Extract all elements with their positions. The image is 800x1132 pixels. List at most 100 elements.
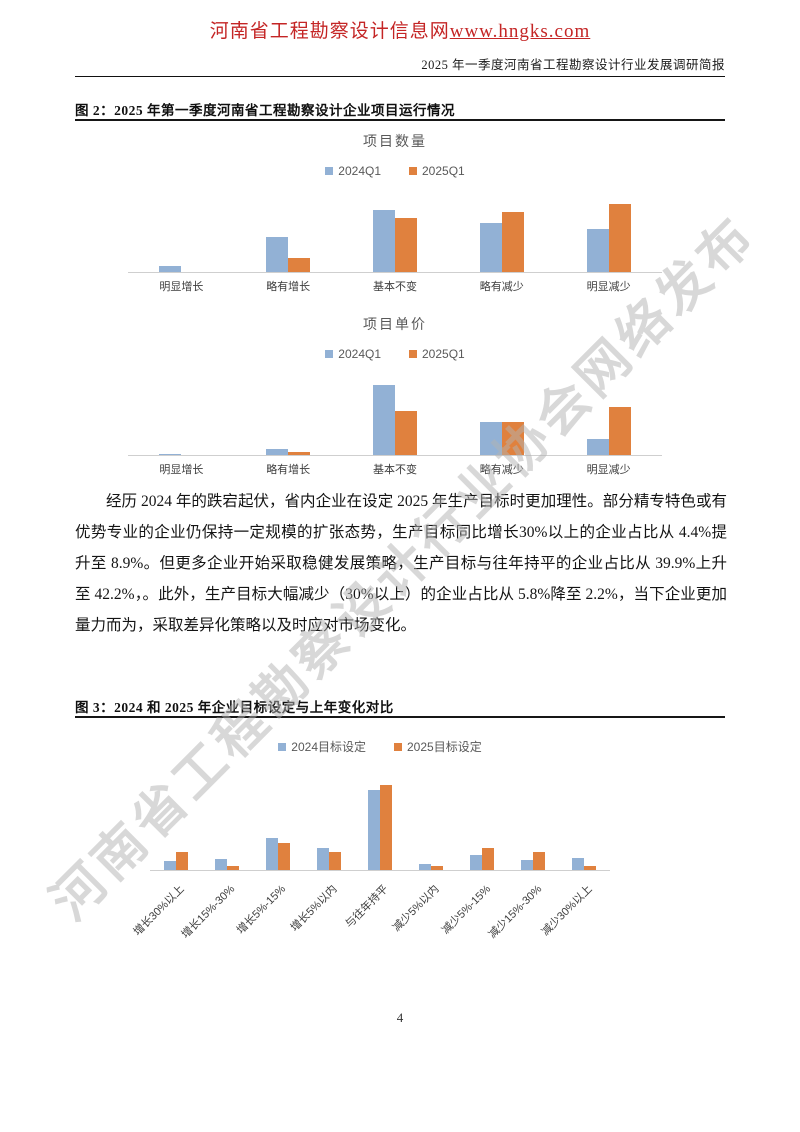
- bar: [367, 789, 380, 870]
- plot-area: [128, 204, 662, 273]
- chart-title: 项目数量: [363, 133, 427, 149]
- bar-group: [448, 211, 555, 272]
- bar: [159, 453, 182, 455]
- bar: [372, 209, 395, 272]
- chart-legend: 2024目标设定 2025目标设定: [150, 738, 610, 755]
- legend-swatch-icon: [409, 350, 417, 358]
- bar: [479, 223, 502, 272]
- category-label: 略有增长: [266, 281, 311, 293]
- bar: [175, 852, 188, 870]
- bar: [470, 854, 483, 870]
- site-url-link[interactable]: www.hngks.com: [449, 21, 591, 42]
- bar: [266, 237, 289, 272]
- legend-label: 2025Q1: [422, 164, 465, 178]
- category-label-cell: 明显增长: [128, 456, 235, 477]
- category-label-cell: 略有减少: [448, 456, 555, 477]
- chart-title: 项目单价: [363, 316, 427, 332]
- category-label-cell: 略有减少: [448, 273, 555, 294]
- legend-swatch-icon: [325, 350, 334, 358]
- bar: [584, 865, 597, 870]
- category-label: 明显增长: [159, 281, 204, 293]
- category-label-cell: 减少30%以上: [540, 871, 610, 953]
- legend-swatch-icon: [325, 167, 334, 175]
- category-label-cell: 减少5%-15%: [439, 871, 508, 953]
- bar: [379, 785, 392, 870]
- category-label-cell: 明显减少: [555, 456, 662, 477]
- bar: [521, 860, 534, 870]
- bar-group: [150, 852, 201, 870]
- bar: [479, 421, 502, 455]
- figure2-divider: [75, 119, 725, 121]
- figure2-caption: 图 2：2025 年第一季度河南省工程勘察设计企业项目运行情况: [75, 103, 455, 118]
- legend-item: 2025Q1: [409, 347, 465, 361]
- category-label: 基本不变: [372, 464, 417, 476]
- category-label-cell: 增长5%-15%: [235, 871, 303, 953]
- bar-group: [457, 847, 508, 870]
- bar: [288, 451, 311, 455]
- report-subtitle: 2025 年一季度河南省工程勘察设计行业发展调研简报: [421, 58, 725, 72]
- bar: [159, 266, 182, 272]
- bar: [501, 211, 524, 272]
- page-number: 4: [396, 1010, 404, 1025]
- legend-item: 2024Q1: [325, 347, 381, 361]
- legend-item: 2024Q1: [325, 164, 381, 178]
- category-label-cell: 略有增长: [235, 273, 342, 294]
- legend-swatch-icon: [278, 742, 287, 751]
- chart-target-setting-comparison: 2024目标设定 2025目标设定 增长30%以上 增长15%-30% 增长5%-15…: [131, 738, 610, 953]
- bar-group: [559, 858, 610, 870]
- bar: [419, 864, 432, 870]
- bar-group: [252, 837, 303, 870]
- category-label: 略有减少: [479, 464, 524, 476]
- x-axis-labels: 明显增长 略有增长 基本不变 略有减少 明显减少: [128, 273, 662, 294]
- bar-group: [406, 864, 457, 870]
- figure3-divider: [75, 716, 725, 718]
- category-label: 基本不变: [372, 281, 417, 293]
- bar: [163, 861, 176, 870]
- chart-project-unit-price: 项目单价 2024Q1 2025Q1 明显增长 略有增长 基本不变 略有减少 明显减少: [128, 314, 662, 477]
- legend-label: 2024目标设定: [291, 740, 366, 754]
- bar: [265, 837, 278, 870]
- bar-group: [303, 847, 354, 870]
- bar: [328, 851, 341, 870]
- category-label: 明显增长: [159, 464, 204, 476]
- bar: [316, 847, 329, 870]
- legend-label: 2025Q1: [422, 347, 465, 361]
- bar-group: [555, 407, 662, 455]
- bar: [288, 258, 311, 272]
- bar: [533, 851, 546, 870]
- bar: [226, 865, 239, 870]
- header-divider: [75, 76, 725, 77]
- bar-group: [342, 385, 449, 455]
- x-axis-labels: 增长30%以上 增长15%-30% 增长5%-15% 增长5%以内 与往年持平 减少5%以…: [131, 871, 610, 953]
- bar-group: [201, 858, 252, 870]
- category-label-cell: 减少5%以内: [391, 871, 457, 953]
- legend-label: 2024Q1: [338, 164, 381, 178]
- legend-swatch-icon: [394, 742, 402, 751]
- bar: [266, 448, 289, 455]
- category-label-cell: 增长15%-30%: [180, 871, 252, 953]
- bar: [482, 847, 495, 870]
- bar-group: [128, 266, 235, 272]
- body-paragraph: 经历 2024 年的跌宕起伏，省内企业在设定 2025 年生产目标时更加理性。部…: [75, 493, 727, 634]
- chart-project-quantity: 项目数量 2024Q1 2025Q1 明显增长 略有增长 基本不变 略有减少 明显减少: [128, 131, 662, 294]
- bar: [572, 858, 585, 870]
- bar-group: [235, 237, 342, 272]
- bar-group: [235, 448, 342, 455]
- category-label: 明显减少: [586, 464, 631, 476]
- bar-group: [128, 453, 235, 455]
- category-label-cell: 增长30%以上: [131, 871, 201, 953]
- legend-label: 2024Q1: [338, 347, 381, 361]
- category-label-cell: 明显减少: [555, 273, 662, 294]
- figure3-caption: 图 3：2024 和 2025 年企业目标设定与上年变化对比: [75, 700, 394, 715]
- bar-group: [508, 851, 559, 870]
- category-label-cell: 略有增长: [235, 456, 342, 477]
- chart-legend: 2024Q1 2025Q1: [128, 347, 662, 361]
- site-header: 河南省工程勘察设计信息网www.hngks.com: [0, 16, 800, 43]
- chart-legend: 2024Q1 2025Q1: [128, 164, 662, 178]
- bar: [372, 385, 395, 455]
- bar: [501, 421, 524, 455]
- category-label: 略有减少: [479, 281, 524, 293]
- bar-group: [342, 209, 449, 272]
- bar: [214, 858, 227, 870]
